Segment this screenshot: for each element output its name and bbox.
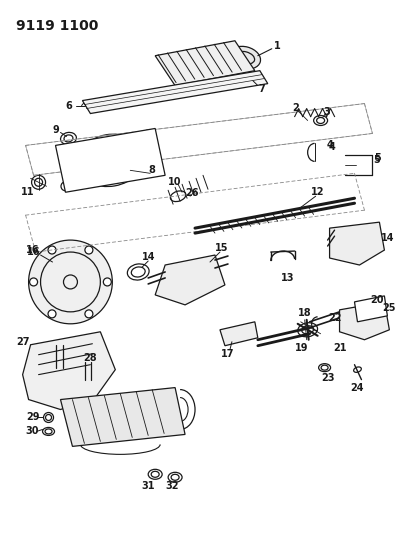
Polygon shape [355,296,388,322]
Polygon shape [55,128,165,192]
Text: 4: 4 [328,142,335,152]
Polygon shape [339,302,389,340]
Circle shape [85,310,93,318]
Text: 9: 9 [52,125,59,135]
Circle shape [30,278,37,286]
Ellipse shape [229,46,261,69]
Text: 8: 8 [149,165,156,175]
Text: 32: 32 [165,481,179,491]
Text: 12: 12 [311,187,324,197]
Circle shape [64,146,73,155]
Circle shape [48,246,56,254]
Circle shape [48,310,56,318]
Text: 3: 3 [323,107,330,117]
Text: 25: 25 [383,303,396,313]
Text: 19: 19 [295,343,308,353]
Text: 28: 28 [83,353,97,362]
Text: 24: 24 [351,383,364,393]
Polygon shape [220,322,258,346]
Polygon shape [330,222,384,265]
Text: 31: 31 [141,481,155,491]
Text: 4: 4 [326,140,333,150]
Text: 10: 10 [169,177,182,187]
Circle shape [61,182,70,191]
Text: 5: 5 [374,154,381,164]
Text: 16: 16 [26,245,39,255]
Text: 21: 21 [333,343,346,353]
Text: 1: 1 [275,41,281,51]
Text: 6: 6 [65,101,72,110]
Text: 22: 22 [328,313,341,323]
Text: 29: 29 [26,413,39,423]
Text: 16: 16 [27,247,40,257]
Text: 2: 2 [292,102,299,112]
Text: 20: 20 [371,295,384,305]
Text: 26: 26 [185,188,199,198]
Text: 14: 14 [381,233,394,243]
Polygon shape [23,332,115,409]
Text: 5: 5 [373,155,380,165]
Text: 7: 7 [259,84,265,94]
Text: 30: 30 [26,426,39,437]
Polygon shape [60,387,185,447]
Text: 13: 13 [281,273,294,283]
Text: 11: 11 [21,187,35,197]
Circle shape [29,240,112,324]
Circle shape [32,175,46,189]
Polygon shape [83,71,268,114]
Circle shape [144,130,152,139]
Text: 18: 18 [298,308,312,318]
Text: 17: 17 [221,349,235,359]
Circle shape [103,278,111,286]
Circle shape [85,246,93,254]
Polygon shape [155,41,255,86]
Text: 14: 14 [141,252,155,262]
Text: 23: 23 [321,373,334,383]
Circle shape [152,166,162,175]
Polygon shape [155,255,225,305]
Text: 27: 27 [16,337,29,347]
Text: 9119 1100: 9119 1100 [16,19,98,33]
Circle shape [44,413,53,423]
Text: 15: 15 [215,243,229,253]
